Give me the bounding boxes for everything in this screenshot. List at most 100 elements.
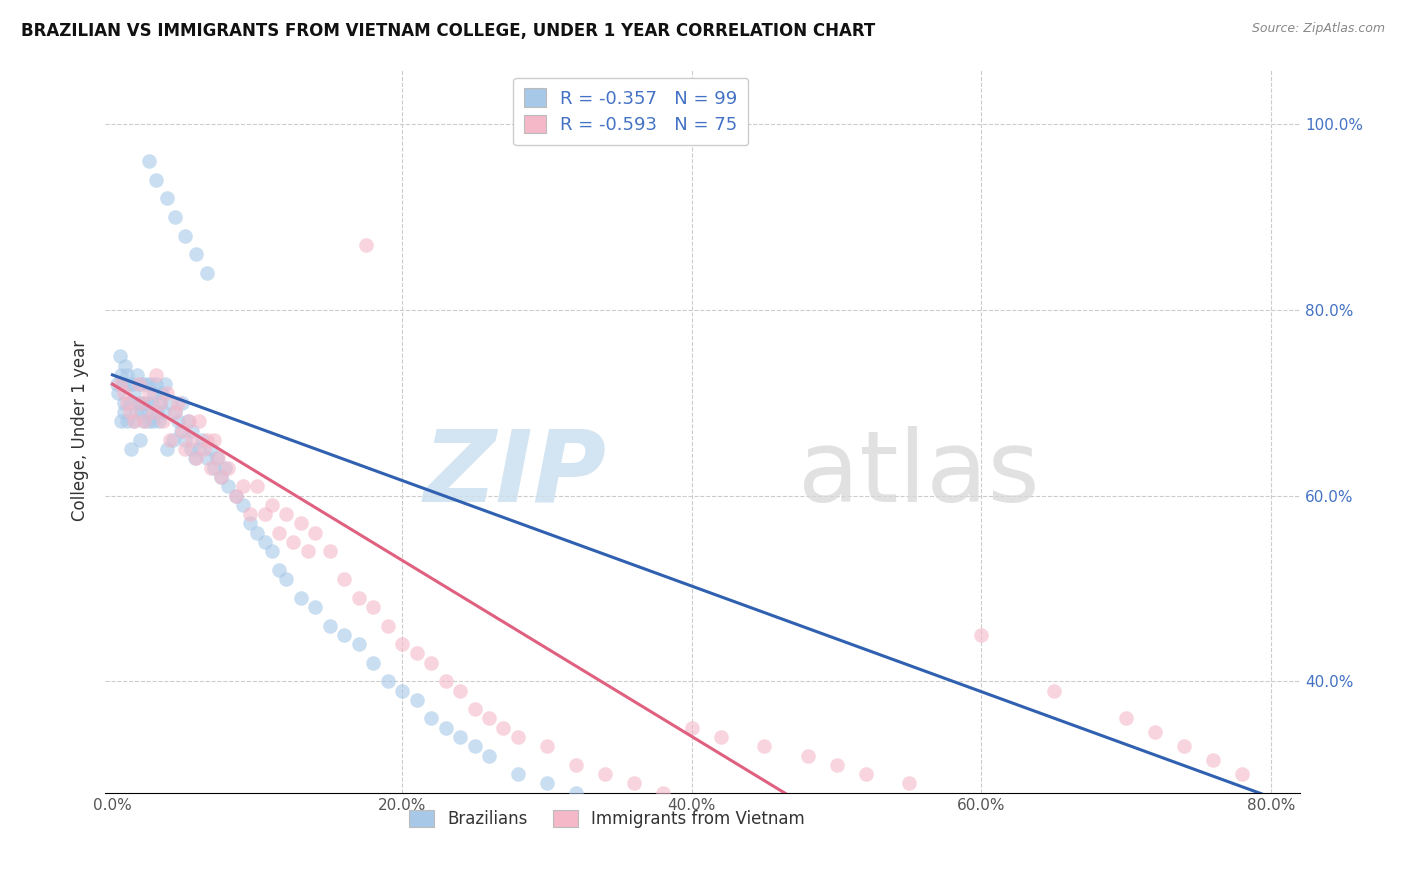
Point bbox=[108, 377, 131, 392]
Point bbox=[146, 405, 169, 419]
Point bbox=[970, 888, 993, 892]
Point bbox=[141, 395, 163, 409]
Point bbox=[607, 795, 630, 809]
Point bbox=[166, 414, 188, 428]
Point bbox=[681, 721, 703, 735]
Point bbox=[232, 479, 254, 493]
Point bbox=[855, 767, 877, 781]
Text: ZIP: ZIP bbox=[425, 425, 607, 523]
Point bbox=[131, 377, 153, 392]
Point bbox=[139, 377, 162, 392]
Point bbox=[159, 433, 181, 447]
Point bbox=[304, 599, 326, 614]
Point bbox=[186, 247, 208, 261]
Point bbox=[1043, 683, 1066, 698]
Point bbox=[225, 489, 247, 503]
Point bbox=[205, 451, 228, 466]
Point bbox=[115, 395, 138, 409]
Point bbox=[169, 424, 191, 438]
Point bbox=[283, 535, 305, 549]
Point bbox=[898, 776, 921, 790]
Point bbox=[173, 442, 195, 457]
Point bbox=[651, 804, 673, 818]
Point bbox=[232, 498, 254, 512]
Point bbox=[478, 748, 501, 763]
Point bbox=[825, 860, 848, 874]
Point bbox=[108, 349, 131, 363]
Point bbox=[710, 822, 733, 837]
Point bbox=[112, 395, 135, 409]
Point bbox=[195, 266, 218, 280]
Point bbox=[267, 525, 290, 540]
Point bbox=[1230, 767, 1253, 781]
Point bbox=[796, 850, 818, 864]
Point bbox=[191, 433, 214, 447]
Point bbox=[118, 405, 141, 419]
Point bbox=[112, 386, 135, 401]
Point bbox=[105, 377, 128, 392]
Point bbox=[898, 874, 921, 888]
Point bbox=[260, 498, 283, 512]
Point bbox=[463, 739, 485, 754]
Point bbox=[193, 442, 215, 457]
Point bbox=[754, 832, 776, 847]
Point bbox=[195, 451, 218, 466]
Point bbox=[970, 628, 993, 642]
Point bbox=[186, 451, 208, 466]
Point bbox=[110, 414, 132, 428]
Point bbox=[181, 433, 204, 447]
Point bbox=[217, 460, 239, 475]
Point bbox=[565, 786, 588, 800]
Point bbox=[304, 525, 326, 540]
Point bbox=[1115, 711, 1137, 725]
Point bbox=[565, 757, 588, 772]
Point bbox=[129, 433, 152, 447]
Point bbox=[1202, 753, 1225, 767]
Point bbox=[202, 460, 225, 475]
Text: Source: ZipAtlas.com: Source: ZipAtlas.com bbox=[1251, 22, 1385, 36]
Point bbox=[184, 451, 207, 466]
Point bbox=[354, 238, 377, 252]
Point bbox=[138, 405, 160, 419]
Point bbox=[377, 618, 399, 632]
Point bbox=[115, 414, 138, 428]
Point bbox=[361, 599, 384, 614]
Point bbox=[159, 395, 181, 409]
Point bbox=[207, 451, 229, 466]
Point bbox=[200, 442, 222, 457]
Point bbox=[150, 386, 173, 401]
Point bbox=[209, 470, 232, 484]
Point bbox=[297, 544, 319, 558]
Point bbox=[434, 721, 457, 735]
Point bbox=[163, 210, 186, 224]
Point bbox=[148, 414, 170, 428]
Point bbox=[188, 414, 211, 428]
Point bbox=[796, 748, 818, 763]
Point bbox=[110, 368, 132, 382]
Point bbox=[163, 405, 186, 419]
Point bbox=[253, 507, 276, 521]
Point bbox=[1144, 725, 1167, 739]
Point bbox=[135, 377, 157, 392]
Point bbox=[239, 516, 262, 531]
Point bbox=[112, 405, 135, 419]
Point bbox=[405, 693, 427, 707]
Point bbox=[318, 544, 340, 558]
Point bbox=[209, 470, 232, 484]
Point bbox=[239, 507, 262, 521]
Point bbox=[391, 683, 413, 698]
Point bbox=[152, 414, 174, 428]
Point bbox=[177, 414, 200, 428]
Point bbox=[188, 442, 211, 457]
Point bbox=[111, 377, 134, 392]
Point bbox=[202, 433, 225, 447]
Point bbox=[122, 414, 145, 428]
Point bbox=[405, 647, 427, 661]
Point bbox=[153, 377, 176, 392]
Text: atlas: atlas bbox=[799, 425, 1040, 523]
Legend: Brazilians, Immigrants from Vietnam: Brazilians, Immigrants from Vietnam bbox=[402, 804, 811, 835]
Y-axis label: College, Under 1 year: College, Under 1 year bbox=[72, 340, 89, 521]
Point bbox=[128, 377, 150, 392]
Point bbox=[132, 395, 155, 409]
Point bbox=[200, 460, 222, 475]
